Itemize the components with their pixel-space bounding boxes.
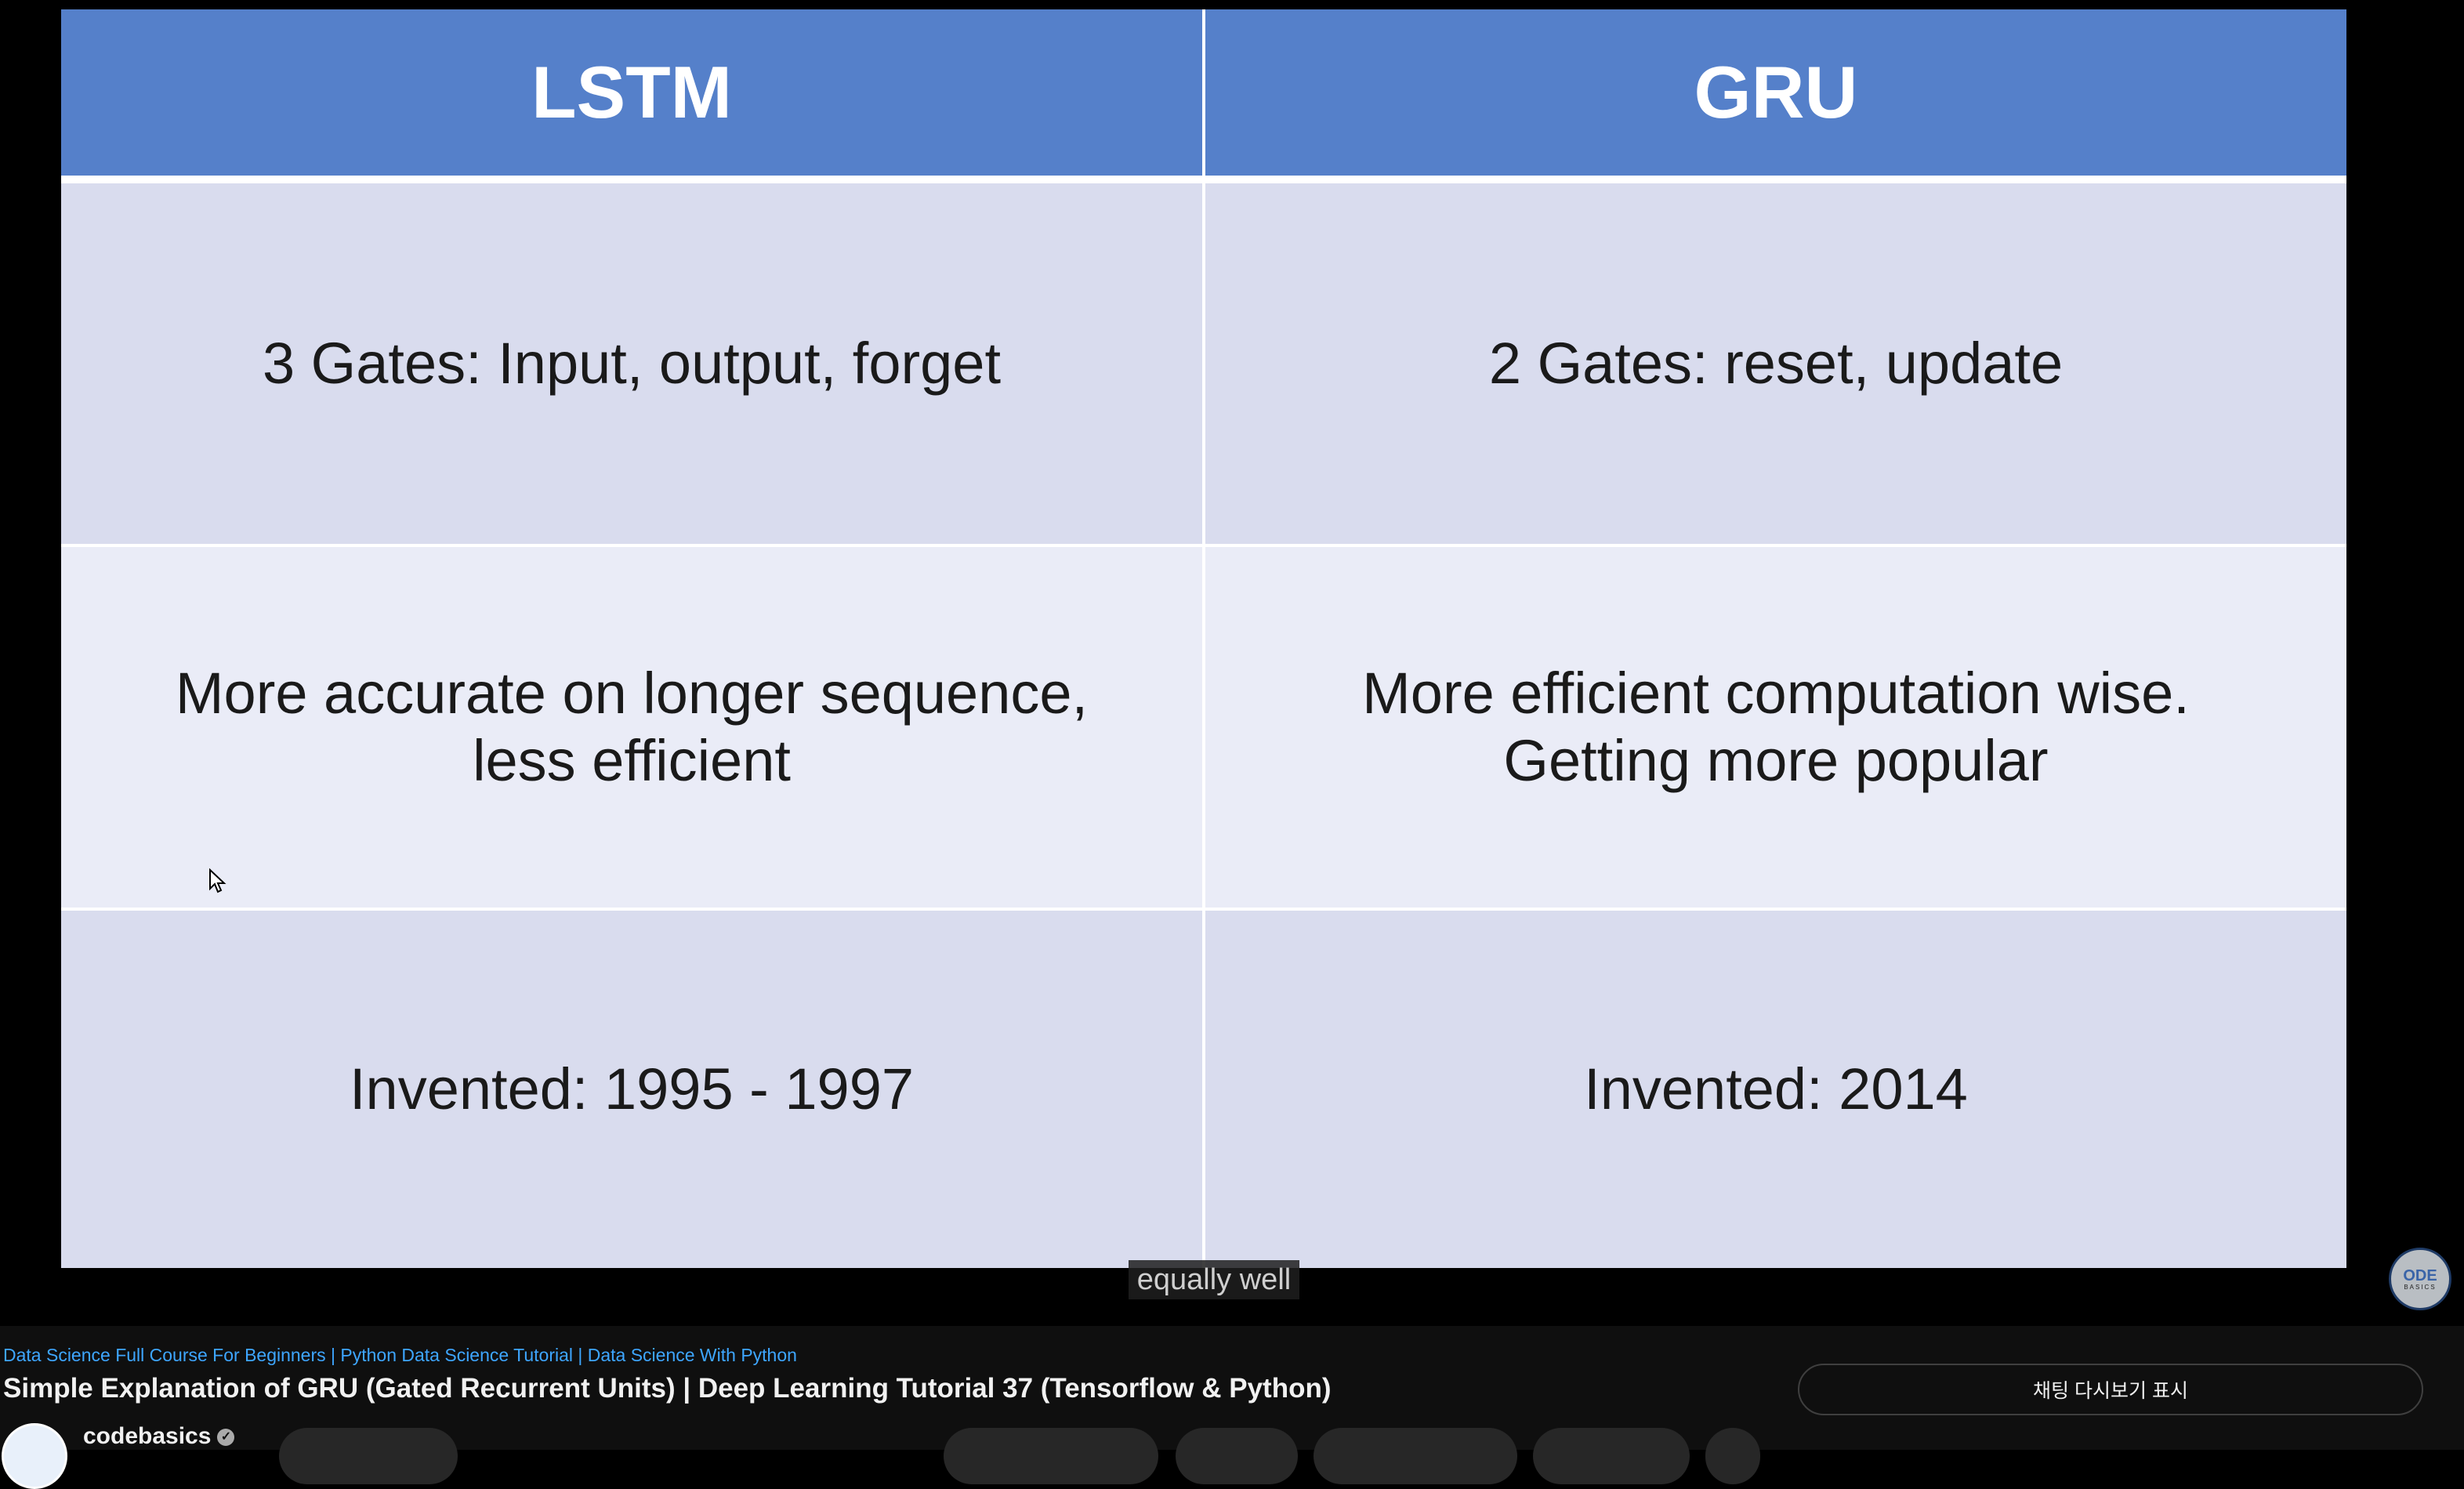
mouse-cursor-icon [209,868,226,893]
cell-lstm-accuracy: More accurate on longer sequence, less e… [61,547,1202,908]
cell-text: More accurate on longer sequence, less e… [175,661,1089,793]
channel-name[interactable]: codebasics ✓ [83,1423,235,1450]
logo-text: ODE [2403,1266,2437,1284]
channel-name-text: codebasics [83,1423,212,1449]
video-info-panel: Data Science Full Course For Beginners |… [0,1326,2464,1489]
cell-lstm-gates: 3 Gates: Input, output, forget [61,183,1202,544]
more-actions-button[interactable] [1705,1428,1760,1484]
share-button[interactable] [1176,1428,1298,1484]
channel-watermark-logo[interactable]: ODE BASICS [2389,1248,2451,1310]
thanks-button[interactable] [1533,1428,1690,1484]
cell-gru-gates: 2 Gates: reset, update [1205,183,2346,544]
like-dislike-button[interactable] [944,1428,1158,1484]
video-player[interactable]: LSTM GRU 3 Gates: Input, output, forget … [0,0,2464,1326]
cell-gru-invented: Invented: 2014 [1205,911,2346,1268]
comparison-table: LSTM GRU 3 Gates: Input, output, forget … [61,9,2346,1268]
verified-icon: ✓ [217,1429,235,1447]
cell-gru-efficiency: More efficient computation wise. Getting… [1205,547,2346,908]
show-chat-replay-button[interactable]: 채팅 다시보기 표시 [1798,1364,2423,1415]
header-gru: GRU [1205,9,2346,176]
subscribe-button[interactable] [279,1428,458,1484]
video-title: Simple Explanation of GRU (Gated Recurre… [3,1373,1332,1404]
cell-text: More efficient computation wise. Getting… [1362,661,2190,793]
header-lstm: LSTM [61,9,1202,176]
cell-lstm-invented: Invented: 1995 - 1997 [61,911,1202,1268]
playlist-link[interactable]: Data Science Full Course For Beginners |… [3,1345,797,1365]
download-button[interactable] [1314,1428,1517,1484]
channel-avatar[interactable] [2,1423,67,1489]
subtitle-caption: equally well [1129,1260,1299,1299]
logo-subtext: BASICS [2404,1283,2437,1291]
